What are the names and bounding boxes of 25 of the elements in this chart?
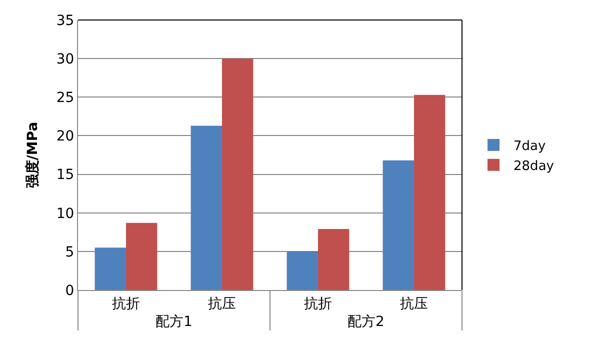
bar [318, 229, 350, 290]
bar [382, 160, 414, 290]
x-tick-label: 抗压 [400, 296, 428, 312]
y-tick-label: 30 [56, 51, 74, 68]
bar [222, 58, 254, 290]
bar [286, 251, 318, 290]
bar [126, 222, 158, 290]
y-tick-label: 35 [56, 12, 74, 29]
y-tick-label: 15 [56, 167, 74, 184]
y-tick-label: 20 [56, 128, 74, 145]
legend-label: 7day [514, 139, 546, 154]
x-tick-label: 抗折 [112, 296, 140, 312]
text: 配方2 [348, 314, 384, 330]
y-tick-label: 10 [56, 206, 74, 222]
x-tick-label: 抗折 [304, 296, 332, 312]
text: 配方1 [156, 314, 192, 330]
y-axis-title: 强度/MPa [24, 122, 41, 188]
y-tick-label: 5 [65, 244, 74, 260]
legend-label: 28day [514, 158, 554, 174]
y-tick-label: 0 [65, 282, 74, 299]
bar [190, 126, 222, 290]
y-tick-label: 25 [56, 90, 74, 106]
x-tick-label: 抗压 [208, 296, 236, 312]
bar [94, 248, 126, 290]
bar [414, 94, 446, 290]
